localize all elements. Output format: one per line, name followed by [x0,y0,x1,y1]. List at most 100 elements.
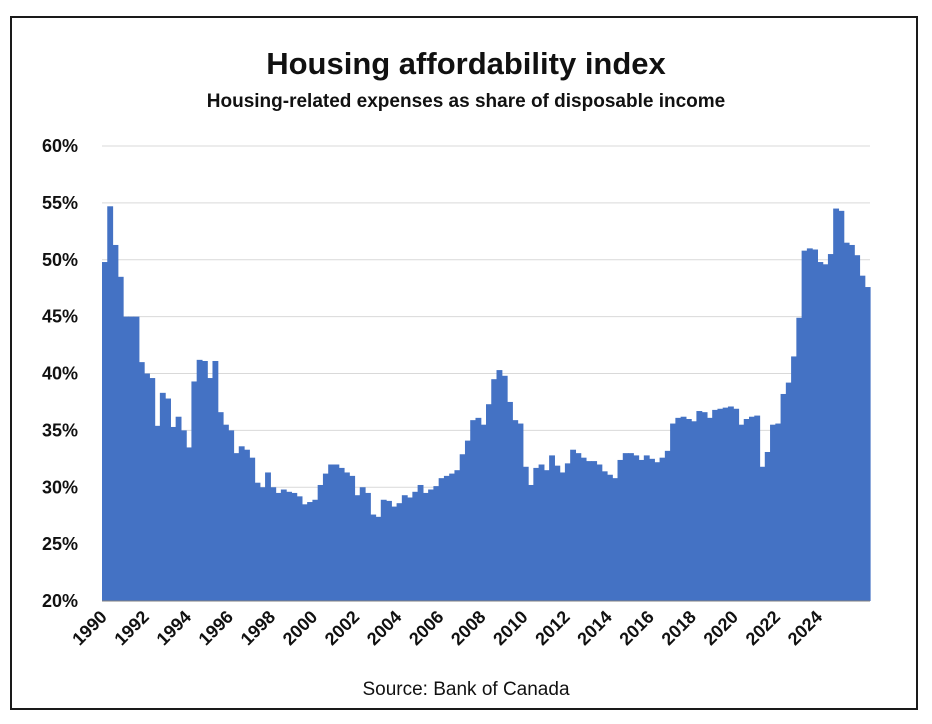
data-bar [291,492,298,601]
data-bar [738,424,745,601]
data-bar [354,495,361,601]
x-tick-label: 1996 [195,607,237,649]
y-tick-label: 50% [42,250,78,270]
data-bar [275,492,282,601]
y-tick-label: 30% [42,477,78,497]
data-bar [570,449,577,601]
data-bar [159,392,166,601]
x-tick-label: 2006 [405,607,447,649]
data-bar [443,475,450,602]
data-bar [712,409,719,601]
data-bar [517,423,524,601]
x-tick-label: 1990 [68,607,110,649]
data-bar [270,487,277,601]
data-bar [785,382,792,601]
data-bar [659,457,666,601]
data-bar [780,393,787,601]
data-bar [401,495,408,601]
data-bar [196,359,203,601]
data-bar [170,426,177,601]
data-bar [501,375,508,601]
data-bar [133,316,140,602]
x-tick-label: 2014 [573,607,615,649]
y-tick-label: 55% [42,193,78,213]
data-bar [533,467,540,601]
x-tick-label: 2022 [742,607,784,649]
y-tick-label: 35% [42,420,78,440]
x-tick-label: 2018 [658,607,700,649]
data-bar [507,401,513,601]
x-tick-label: 2004 [363,607,405,649]
data-bar [459,454,466,601]
data-bar [233,453,240,602]
data-bar [207,378,214,601]
data-bar [706,417,713,601]
data-bar [838,210,845,601]
data-bar [117,276,124,601]
data-bar [675,417,682,601]
data-bar [428,489,434,601]
data-bar [580,457,587,601]
data-bar [464,440,471,601]
data-bar [812,249,818,601]
data-bar [359,487,366,601]
data-bar [806,248,813,602]
data-bar [664,450,671,601]
data-bar [491,379,498,601]
data-bar [422,492,429,601]
data-bar [212,360,219,601]
data-bar [585,461,592,601]
data-bar [454,470,461,601]
data-bar [559,472,566,601]
data-bar [549,455,555,601]
data-bar [312,499,319,601]
y-tick-label: 45% [42,307,78,327]
data-bar [433,486,440,601]
data-bar [848,244,855,601]
data-bar [680,416,687,601]
data-bar [638,459,645,601]
chart-title: Housing affordability index [266,46,666,81]
x-tick-label: 2016 [615,607,657,649]
data-bar [749,416,755,601]
data-bar [265,472,271,601]
data-bar [512,420,519,601]
data-bar [102,262,108,601]
data-bar [375,516,382,601]
data-bar [217,412,224,601]
data-bar [859,275,866,601]
data-bar [822,264,829,601]
data-bar [107,206,114,602]
data-bar [222,424,229,601]
data-bar [596,464,603,601]
y-tick-label: 20% [42,591,78,611]
data-bar [764,451,771,601]
data-bar [386,500,392,601]
x-tick-label: 1998 [237,607,279,649]
data-bar [228,430,235,602]
data-bar [412,491,419,601]
data-bar [280,489,287,601]
data-bar [654,462,661,601]
data-bar [554,465,561,601]
data-bar [696,411,703,601]
data-bar [691,421,698,601]
data-bar [438,478,445,601]
data-bar [827,254,834,601]
data-bar [864,287,871,601]
data-bar [575,453,582,602]
data-bar [801,250,808,601]
data-bar [138,362,145,602]
data-bar [254,482,261,601]
data-bar [486,404,492,601]
data-bar [759,466,766,601]
x-tick-label: 2012 [531,607,573,649]
chart-subtitle: Housing-related expenses as share of dis… [206,91,726,112]
data-bar [149,378,156,601]
data-bar [743,419,750,601]
data-bar [301,504,308,601]
data-bar [317,484,324,601]
x-tick-label: 1992 [110,607,152,649]
data-bar [238,446,245,601]
data-bar [112,244,119,601]
